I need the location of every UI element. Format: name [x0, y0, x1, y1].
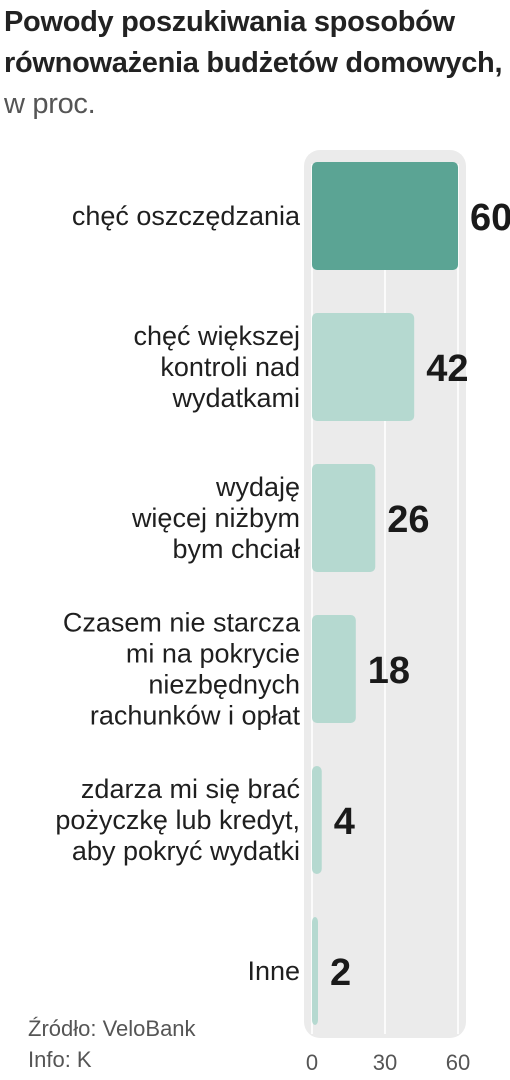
category-label-line: kontroli nad [160, 352, 300, 382]
info-note: Info: K [28, 1047, 92, 1072]
tick-label: 60 [446, 1050, 470, 1075]
category-label-line: chęć oszczędzania [72, 201, 301, 231]
bar [312, 766, 322, 874]
category-label-line: niezbędnych [148, 670, 300, 700]
category-label-line: pożyczkę lub kredyt, [55, 805, 300, 835]
category-label: Czasem nie starcza mi na pokrycie niezbędn… [63, 608, 301, 731]
category-label: Inne [247, 956, 300, 986]
bar [312, 464, 376, 572]
category-label-line: chęć większej [133, 321, 300, 351]
value-label: 4 [334, 801, 355, 843]
bar [312, 162, 458, 270]
category-label: chęć oszczędzania [72, 201, 301, 231]
value-label: 60 [470, 197, 510, 239]
bar [312, 615, 356, 723]
category-label: chęć większej kontroli nad wydatkami [133, 321, 300, 413]
category-label-line: wydatkami [171, 383, 300, 413]
chart-title: Powody poszukiwania sposobów równoważeni… [4, 2, 504, 125]
value-label: 42 [426, 348, 468, 390]
value-label: 26 [387, 499, 429, 541]
category-label: zdarza mi się brać pożyczkę lub kredyt, ab… [55, 774, 300, 866]
bar [312, 313, 415, 421]
tick-label: 30 [373, 1050, 397, 1075]
category-label-line: mi na pokrycie [126, 639, 300, 669]
category-label-line: aby pokryć wydatki [72, 836, 300, 866]
value-label: 2 [330, 952, 351, 994]
category-label-line: Inne [247, 956, 300, 986]
value-label: 18 [368, 650, 410, 692]
category-label-line: zdarza mi się brać [81, 774, 300, 804]
category-label-line: więcej niżbym [131, 503, 300, 533]
tick-label: 0 [306, 1050, 318, 1075]
category-label: wydaję więcej niżbym bym chciał [131, 472, 300, 564]
chart-title-unit: w proc. [4, 88, 96, 120]
category-label-line: Czasem nie starcza [63, 608, 301, 638]
category-label-line: rachunków i opłat [90, 701, 301, 731]
source-note: Źródło: VeloBank [28, 1016, 196, 1041]
category-label-line: bym chciał [172, 534, 300, 564]
bar [312, 917, 318, 1025]
chart-title-bold: Powody poszukiwania sposobów równoważeni… [4, 6, 503, 79]
category-label-line: wydaję [215, 472, 300, 502]
